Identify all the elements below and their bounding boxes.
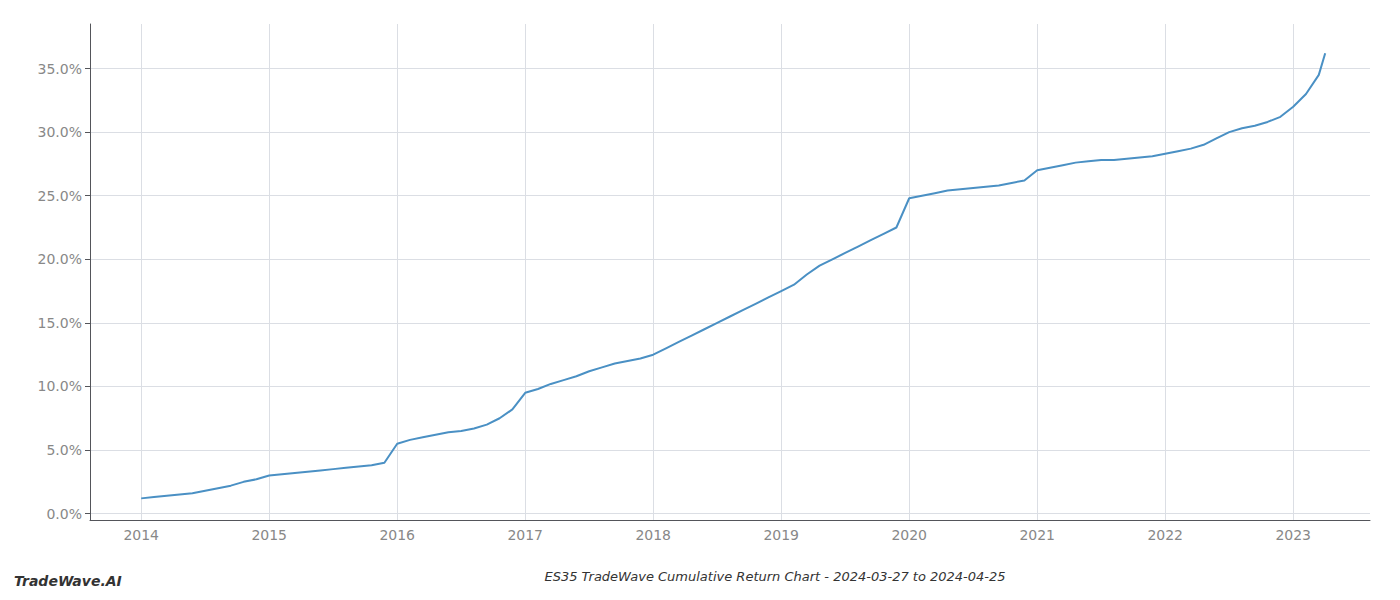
svg-text:15.0%: 15.0% — [38, 315, 82, 331]
svg-text:35.0%: 35.0% — [38, 61, 82, 77]
svg-text:2017: 2017 — [507, 527, 543, 543]
svg-text:25.0%: 25.0% — [38, 188, 82, 204]
svg-text:5.0%: 5.0% — [46, 442, 82, 458]
svg-text:20.0%: 20.0% — [38, 251, 82, 267]
svg-text:2018: 2018 — [635, 527, 671, 543]
svg-text:10.0%: 10.0% — [38, 378, 82, 394]
svg-text:2021: 2021 — [1019, 527, 1055, 543]
svg-text:ES35 TradeWave Cumulative Retu: ES35 TradeWave Cumulative Return Chart -… — [544, 569, 1005, 584]
svg-text:2016: 2016 — [379, 527, 415, 543]
svg-text:30.0%: 30.0% — [38, 124, 82, 140]
svg-text:0.0%: 0.0% — [46, 506, 82, 522]
svg-text:2014: 2014 — [123, 527, 159, 543]
svg-text:2022: 2022 — [1147, 527, 1183, 543]
svg-text:2023: 2023 — [1275, 527, 1311, 543]
svg-text:2015: 2015 — [251, 527, 287, 543]
svg-text:2020: 2020 — [891, 527, 927, 543]
svg-text:TradeWave.AI: TradeWave.AI — [14, 573, 122, 589]
svg-text:2019: 2019 — [763, 527, 799, 543]
